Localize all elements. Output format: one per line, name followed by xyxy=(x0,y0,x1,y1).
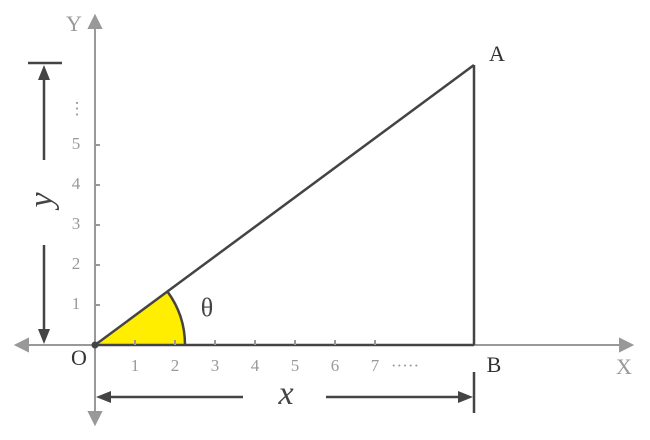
x-dim-arrow xyxy=(96,391,111,403)
x-arrow-left xyxy=(13,337,29,353)
y-tick-label: 3 xyxy=(72,214,81,233)
x-arrow-right xyxy=(619,337,635,353)
y-tick-label: 2 xyxy=(72,254,81,273)
y-tick-label: 4 xyxy=(72,174,81,193)
y-arrow-bottom xyxy=(87,411,103,427)
angle-sector xyxy=(95,291,185,345)
x-dim-arrow xyxy=(458,391,473,403)
point-label: B xyxy=(487,352,502,377)
dimension-label: y xyxy=(23,192,60,211)
axes xyxy=(13,13,635,427)
dimension-label: x xyxy=(277,375,293,412)
x-ellipsis: ····· xyxy=(391,356,419,375)
x-tick-label: 5 xyxy=(291,356,300,375)
x-axis-label: X xyxy=(616,354,632,379)
y-dim-arrow xyxy=(38,329,50,344)
point-label: O xyxy=(71,345,87,370)
hypotenuse xyxy=(94,63,475,347)
y-axis-label: Y xyxy=(66,11,82,36)
y-arrow-top xyxy=(87,13,103,29)
origin-dot xyxy=(91,341,99,349)
y-tick-label: 1 xyxy=(72,294,81,313)
triangle xyxy=(94,63,476,347)
x-tick-label: 4 xyxy=(251,356,260,375)
y-dim-arrow xyxy=(38,65,50,80)
dimensions xyxy=(28,61,476,413)
x-tick-label: 3 xyxy=(211,356,220,375)
angle-label: θ xyxy=(201,293,213,322)
angle-arc xyxy=(166,290,187,346)
y-ellipsis: ⋮ xyxy=(69,99,86,118)
x-tick-label: 2 xyxy=(171,356,180,375)
y-tick-label: 5 xyxy=(72,134,81,153)
x-tick-label: 6 xyxy=(331,356,340,375)
point-label: A xyxy=(489,41,505,66)
x-tick-label: 1 xyxy=(131,356,140,375)
x-tick-label: 7 xyxy=(371,356,380,375)
